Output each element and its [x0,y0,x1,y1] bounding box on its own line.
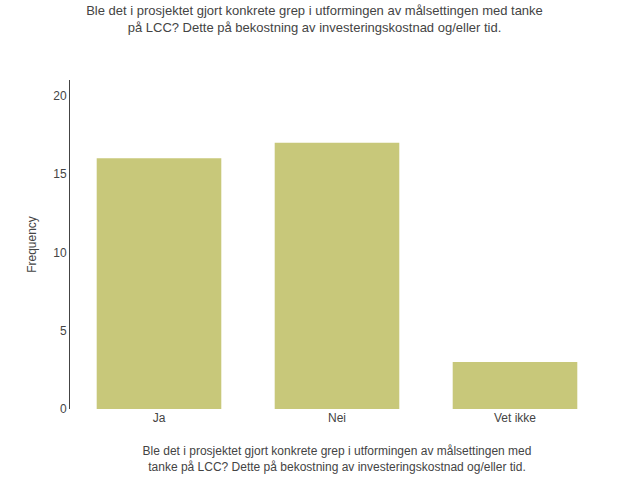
svg-text:Frequency: Frequency [25,216,39,273]
svg-text:20: 20 [53,89,67,103]
svg-text:Ja: Ja [153,411,166,425]
svg-text:15: 15 [53,167,67,181]
svg-text:10: 10 [53,246,67,260]
svg-text:Vet ikke: Vet ikke [494,411,536,425]
svg-text:0: 0 [60,402,67,416]
svg-text:Ble det i prosjektet gjort kon: Ble det i prosjektet gjort konkrete grep… [143,444,532,474]
svg-text:Nei: Nei [328,411,346,425]
svg-text:5: 5 [60,324,67,338]
svg-text:Ble det i prosjektet gjort kon: Ble det i prosjektet gjort konkrete grep… [86,3,543,35]
